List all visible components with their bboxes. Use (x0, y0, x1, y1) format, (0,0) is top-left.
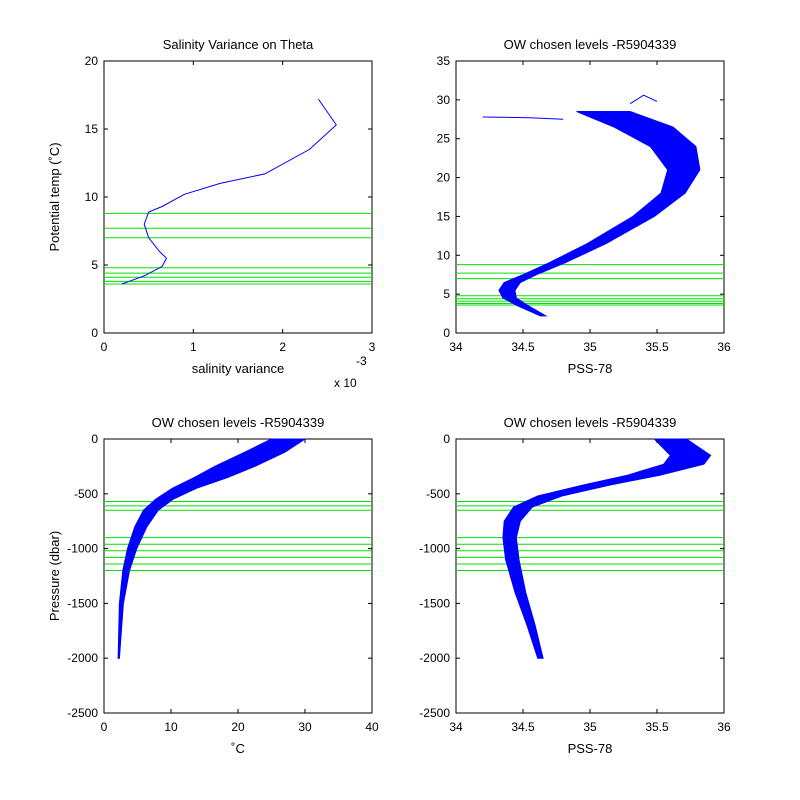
x-tick-label: 30 (298, 720, 312, 734)
x-axis-label: PSS-78 (568, 741, 613, 756)
y-tick-label: -2500 (419, 706, 450, 720)
y-tick-label: 5 (443, 287, 450, 301)
x-tick-label: 40 (365, 720, 379, 734)
x-tick-label: 1 (190, 340, 197, 354)
x-tick-label: 10 (164, 720, 178, 734)
y-tick-label: 0 (443, 326, 450, 340)
y-tick-label: 30 (437, 93, 451, 107)
y-tick-label: 15 (85, 122, 99, 136)
y-tick-label: 0 (443, 432, 450, 446)
y-tick-label: -2000 (67, 651, 98, 665)
plot-frame (455, 60, 725, 334)
plot-frame (103, 60, 373, 334)
chart-title: OW chosen levels -R5904339 (504, 415, 677, 430)
y-tick-label: 35 (437, 54, 451, 68)
x-tick-label: 34.5 (511, 720, 535, 734)
x-tick-label: 36 (717, 720, 731, 734)
plot-frame (455, 438, 725, 714)
x-tick-label: 35.5 (645, 720, 669, 734)
y-axis-label: Potential temp (˚C) (47, 142, 62, 251)
x-tick-label: 35 (583, 720, 597, 734)
y-tick-label: 10 (85, 190, 99, 204)
x-tick-label: 20 (231, 720, 245, 734)
y-tick-label: 25 (437, 132, 451, 146)
x-tick-label: 0 (101, 720, 108, 734)
profile-outlier-line (482, 116, 564, 120)
y-axis-label: Pressure (dbar) (47, 531, 62, 621)
y-tick-label: -500 (426, 487, 450, 501)
y-tick-label: -1500 (419, 596, 450, 610)
y-tick-label: 10 (437, 248, 451, 262)
x-tick-label: 35 (583, 340, 597, 354)
x-tick-label: 0 (101, 340, 108, 354)
y-tick-label: -1500 (67, 596, 98, 610)
y-tick-label: -2000 (419, 651, 450, 665)
x-axis-label: salinity variance (192, 361, 285, 376)
x-tick-label: 34 (449, 340, 463, 354)
chart-panel-2: 34 34.5 35 35.5 36 0 5 10 15 20 25 30 35 OW chosen le… (437, 37, 731, 376)
chart-panel-1: 0 1 2 3 0 5 10 15 20 Salinity Variance on Theta sa… (47, 37, 376, 390)
variance-series-line (121, 98, 337, 285)
y-tick-label: 20 (437, 171, 451, 185)
chart-panel-3: 0 10 20 30 40 -2500 -2000 -1500 -1000 -500 0 OW cho… (47, 415, 379, 756)
profile-band (498, 111, 701, 317)
y-tick-label: -1000 (67, 542, 98, 556)
plot-frame (103, 438, 373, 714)
x-tick-label: 2 (279, 340, 286, 354)
y-tick-label: 5 (91, 258, 98, 272)
x-axis-multiplier-exponent: -3 (356, 354, 367, 368)
chart-title: OW chosen levels -R5904339 (504, 37, 677, 52)
y-tick-label: 0 (91, 432, 98, 446)
y-tick-label: 15 (437, 209, 451, 223)
y-tick-label: 20 (85, 54, 99, 68)
chart-title: Salinity Variance on Theta (163, 37, 314, 52)
profile-outlier-line (629, 94, 658, 105)
chart-title: OW chosen levels -R5904339 (152, 415, 325, 430)
x-tick-label: 35.5 (645, 340, 669, 354)
profile-band (117, 438, 307, 659)
x-tick-label: 36 (717, 340, 731, 354)
x-axis-label: ˚C (231, 741, 245, 756)
x-tick-label: 34.5 (511, 340, 535, 354)
y-tick-label: 0 (91, 326, 98, 340)
profile-band (502, 438, 712, 659)
y-tick-label: -2500 (67, 706, 98, 720)
x-axis-multiplier: x 10 (334, 376, 357, 390)
chart-panel-4: 34 34.5 35 35.5 36 -2500 -2000 -1500 -1000 -500 0 O… (419, 415, 731, 756)
y-tick-label: -500 (74, 487, 98, 501)
x-tick-label: 3 (369, 340, 376, 354)
x-axis-label: PSS-78 (568, 361, 613, 376)
y-tick-label: -1000 (419, 542, 450, 556)
x-tick-label: 34 (449, 720, 463, 734)
